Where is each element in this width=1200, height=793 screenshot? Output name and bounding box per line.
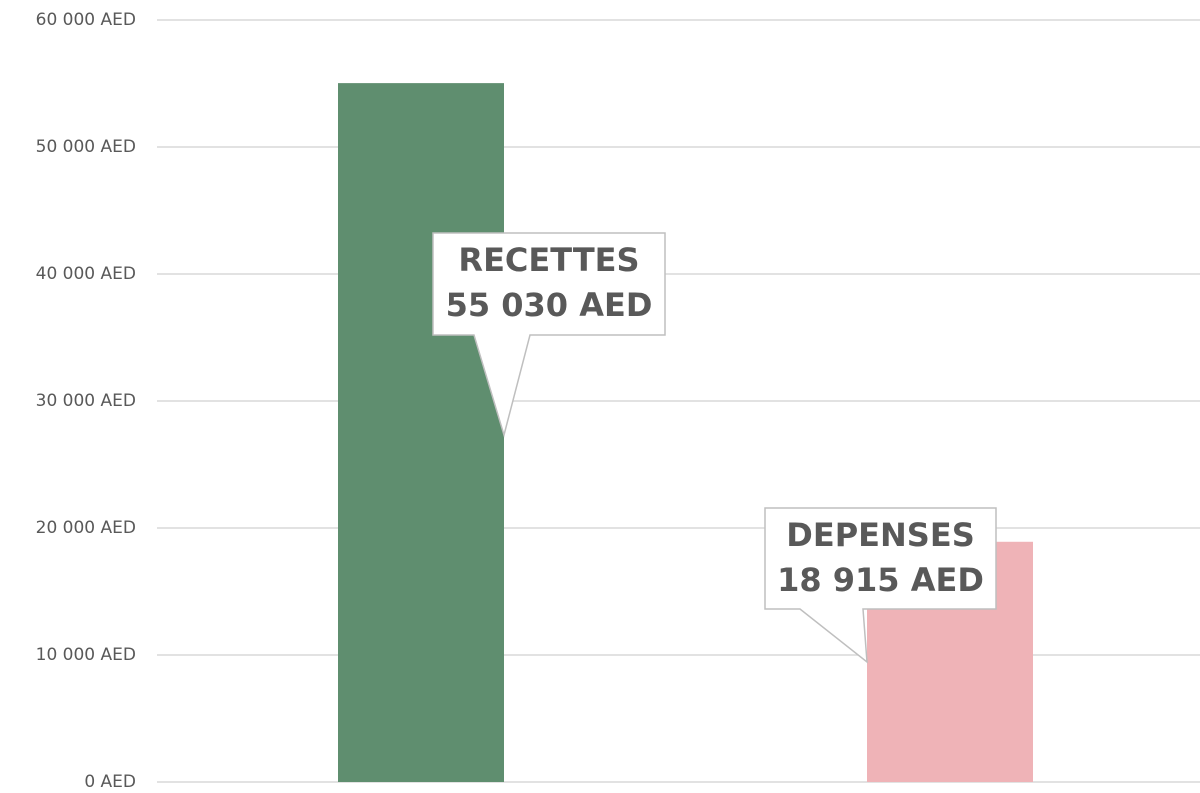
category-label: RECETTES [458,241,639,279]
y-tick-label: 30 000 AED [36,391,136,411]
category-label: DEPENSES [786,516,974,554]
data-callout [432,232,666,438]
y-tick-label: 50 000 AED [36,137,136,157]
data-label: 18 915 AED [777,561,984,599]
y-tick-label: 60 000 AED [36,10,136,30]
data-label: 55 030 AED [446,286,653,324]
bar [338,83,504,782]
data-callout [764,507,997,664]
y-tick-label: 0 AED [84,772,136,792]
y-tick-label: 40 000 AED [36,264,136,284]
y-tick-label: 20 000 AED [36,518,136,538]
y-tick-label: 10 000 AED [36,645,136,665]
